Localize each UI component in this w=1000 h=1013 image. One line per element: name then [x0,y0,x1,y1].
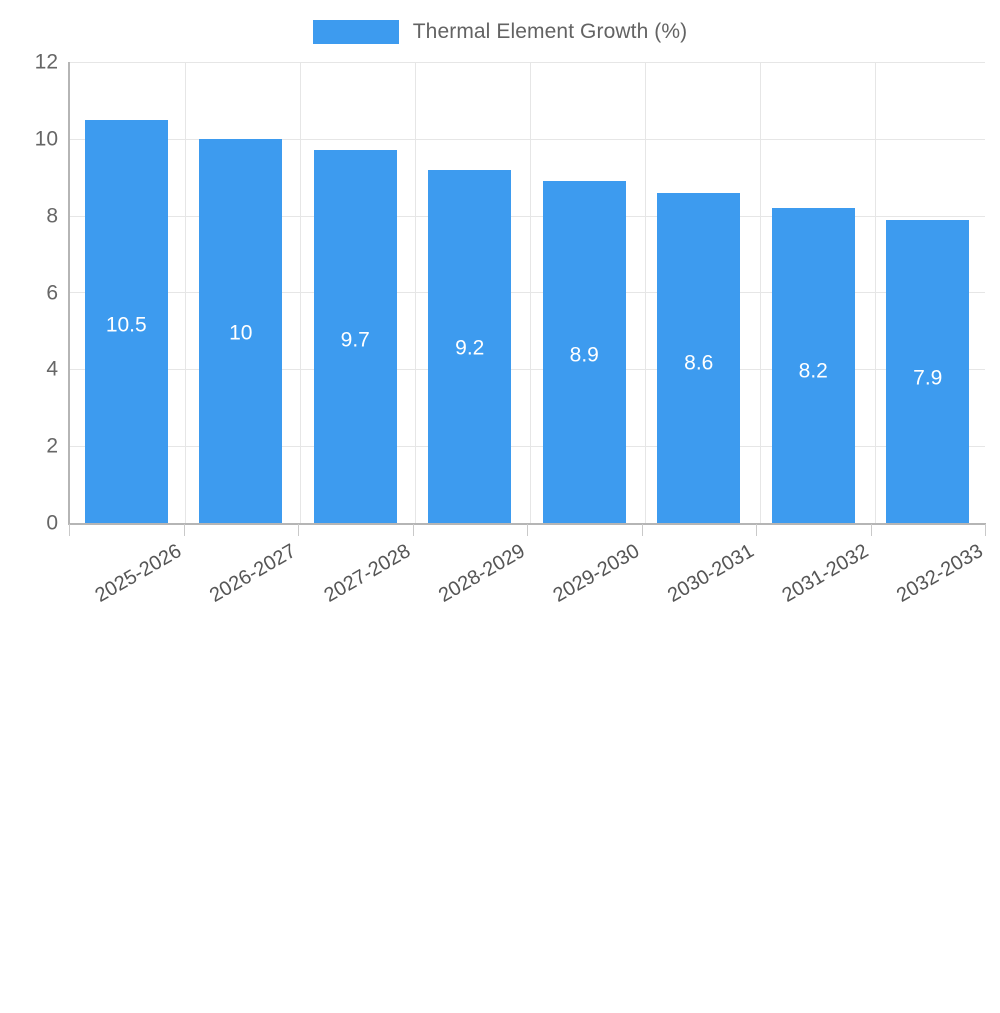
bar-group: 8.9 [527,62,642,523]
gridline-vertical [529,62,531,523]
gridline-vertical [759,62,761,523]
gridline-horizontal [69,62,985,63]
gridline-vertical [414,62,416,523]
legend-item-label: Thermal Element Growth (%) [412,20,688,43]
y-tick-label: 2 [46,434,58,458]
gridline-vertical [184,62,186,523]
bar[interactable] [657,192,741,523]
bar-series-thermal-element-growth: 10.5 10 9.7 9.2 8.9 8.6 8.2 7.9 [69,62,985,523]
bar-group: 7.9 [871,62,986,523]
y-tick-label: 8 [46,204,58,228]
gridline-horizontal [69,292,985,293]
legend-color-swatch-icon [312,20,399,44]
y-tick-label: 6 [46,281,58,304]
bar-chart: Thermal Element Growth (%) 12 10 8 6 4 2… [0,12,1000,607]
y-tick-label: 0 [46,511,58,535]
x-tick-label: 2025-2026 [91,540,186,607]
bar[interactable] [428,169,512,523]
y-tick-label: 10 [34,127,58,151]
x-tick-mark [870,524,872,536]
x-tick-mark [985,524,986,536]
bar-group: 10.5 [69,62,184,523]
plot-area: 10.5 10 9.7 9.2 8.9 8.6 8.2 7.9 [68,62,986,525]
y-tick-label: 12 [34,50,58,74]
x-tick-mark [641,524,643,536]
x-tick-mark [298,524,299,536]
x-tick-mark [69,524,70,536]
legend-item-thermal-element-growth[interactable]: Thermal Element Growth (%) [312,20,688,44]
bar[interactable] [199,138,283,523]
x-tick-label: 2026-2027 [205,540,300,607]
gridline-horizontal [69,139,985,140]
y-axis-tick-labels: 12 10 8 6 4 2 0 [0,52,58,534]
gridline-horizontal [69,446,985,447]
bar-group: 8.2 [756,62,871,523]
bar-group: 9.2 [413,62,528,523]
bar[interactable] [84,119,168,523]
bar[interactable] [886,219,970,523]
x-tick-mark [412,524,414,536]
y-tick-label: 4 [46,357,58,381]
x-axis-tick-labels: 2025-2026 2026-2027 2027-2028 2028-2029 2029… [69,524,987,607]
bar[interactable] [313,150,397,523]
bar[interactable] [771,207,855,523]
y-axis-line [68,62,70,524]
bar-group: 8.6 [642,62,757,523]
x-tick-mark [527,524,528,536]
x-tick-mark [183,524,185,536]
gridline-horizontal [69,216,985,217]
chart-legend: Thermal Element Growth (%) [0,12,1000,52]
gridline-vertical [874,62,876,523]
x-tick-mark [756,524,757,536]
gridline-vertical [644,62,646,523]
bar[interactable] [542,181,626,523]
gridline-horizontal [69,369,985,370]
bar-group: 10 [184,62,299,523]
bar-group: 9.7 [298,62,413,523]
gridline-vertical [299,62,301,523]
